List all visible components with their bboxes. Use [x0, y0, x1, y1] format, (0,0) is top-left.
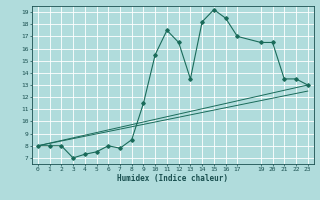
X-axis label: Humidex (Indice chaleur): Humidex (Indice chaleur): [117, 174, 228, 183]
